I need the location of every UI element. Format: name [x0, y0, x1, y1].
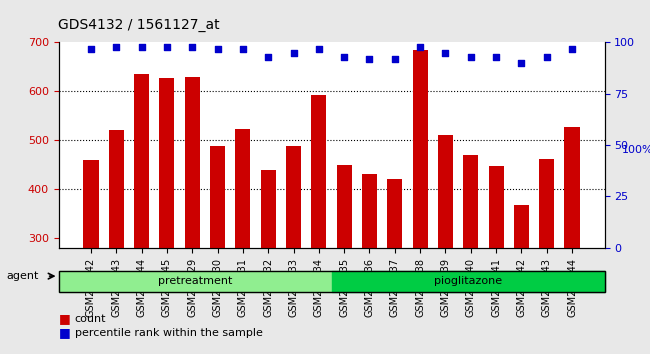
Point: [136, 44, 147, 50]
Bar: [463, 155, 478, 354]
Point: [162, 44, 172, 50]
Bar: [362, 175, 377, 354]
Bar: [83, 160, 99, 354]
Bar: [185, 77, 200, 354]
Bar: [159, 78, 174, 354]
Bar: [564, 127, 580, 354]
Bar: [261, 170, 276, 354]
Point: [491, 54, 501, 60]
Text: count: count: [75, 314, 106, 324]
Text: pretreatment: pretreatment: [158, 276, 232, 286]
Text: ■: ■: [58, 312, 70, 325]
Text: GDS4132 / 1561127_at: GDS4132 / 1561127_at: [58, 18, 220, 32]
Point: [516, 60, 526, 66]
Point: [289, 50, 299, 56]
Bar: [413, 50, 428, 354]
Point: [541, 54, 552, 60]
Point: [364, 56, 374, 62]
Bar: [387, 179, 402, 354]
Point: [187, 44, 198, 50]
Bar: [337, 165, 352, 354]
Point: [111, 44, 122, 50]
Bar: [210, 146, 225, 354]
Point: [339, 54, 349, 60]
Bar: [134, 74, 149, 354]
Bar: [539, 159, 554, 354]
Point: [238, 46, 248, 51]
Text: agent: agent: [6, 271, 39, 281]
Bar: [286, 146, 301, 354]
Bar: [489, 166, 504, 354]
Text: ■: ■: [58, 326, 70, 339]
Point: [440, 50, 450, 56]
Text: percentile rank within the sample: percentile rank within the sample: [75, 328, 263, 338]
Y-axis label: 100%: 100%: [622, 145, 650, 155]
Point: [415, 44, 425, 50]
Bar: [235, 130, 250, 354]
Point: [263, 54, 274, 60]
Point: [465, 54, 476, 60]
Point: [389, 56, 400, 62]
Bar: [514, 205, 529, 354]
Point: [314, 46, 324, 51]
Point: [86, 46, 96, 51]
Bar: [311, 95, 326, 354]
Point: [213, 46, 223, 51]
Point: [567, 46, 577, 51]
Text: pioglitazone: pioglitazone: [434, 276, 502, 286]
Bar: [438, 135, 453, 354]
Bar: [109, 131, 124, 354]
